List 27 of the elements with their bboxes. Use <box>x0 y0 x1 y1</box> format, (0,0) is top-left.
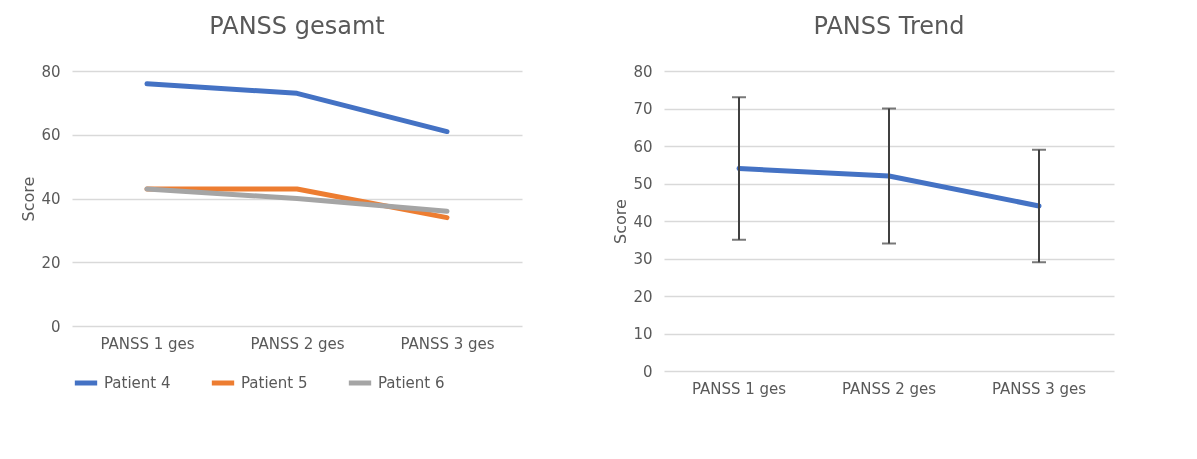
y-axis-title: Score <box>611 199 631 244</box>
chart-title: PANSS Trend <box>813 12 965 40</box>
x-tick-label: PANSS 1 ges <box>100 334 195 353</box>
legend-label: Patient 6 <box>378 374 445 392</box>
y-tick-label: 60 <box>41 126 61 145</box>
y-tick-label: 0 <box>642 362 653 381</box>
y-tick-label: 10 <box>633 325 653 343</box>
x-tick-label: PANSS 3 ges <box>991 379 1087 398</box>
y-tick-label: 50 <box>633 175 653 193</box>
y-tick-label: 40 <box>41 190 61 208</box>
chart-title: PANSS gesamt <box>209 12 385 40</box>
y-tick-label: 40 <box>633 212 653 231</box>
y-tick-label: 80 <box>41 62 61 81</box>
y-tick-label: 20 <box>41 253 61 272</box>
x-tick-label: PANSS 2 ges <box>250 334 345 353</box>
y-tick-label: 30 <box>633 250 653 268</box>
y-tick-label: 70 <box>633 100 653 118</box>
x-tick-label: PANSS 1 ges <box>691 379 787 398</box>
x-tick-label: PANSS 2 ges <box>841 379 937 398</box>
y-tick-label: 0 <box>50 317 61 336</box>
legend-label: Patient 5 <box>241 374 308 392</box>
y-tick-label: 80 <box>633 62 653 81</box>
y-axis-title: Score <box>19 176 39 222</box>
y-tick-label: 60 <box>633 137 653 156</box>
x-tick-label: PANSS 3 ges <box>400 334 495 353</box>
y-tick-label: 20 <box>633 287 653 306</box>
legend-label: Patient 4 <box>104 374 171 392</box>
